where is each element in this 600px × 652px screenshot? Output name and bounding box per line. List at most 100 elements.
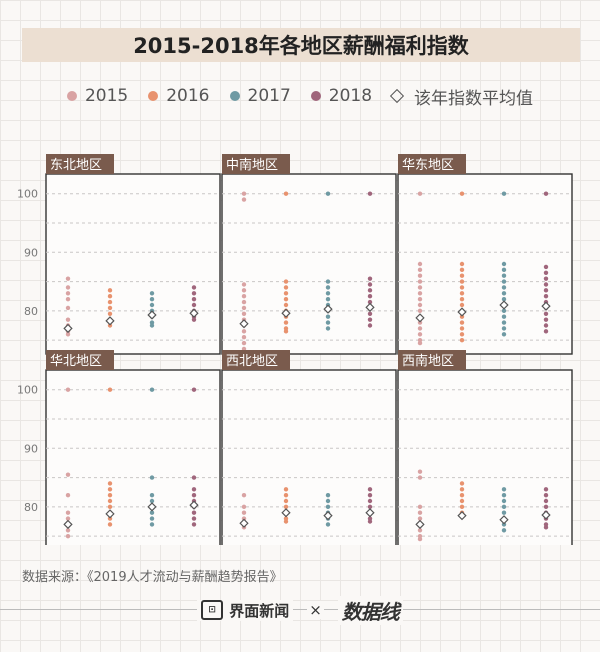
data-point <box>543 317 549 322</box>
average-marker <box>541 301 551 311</box>
data-point <box>325 522 331 527</box>
data-point <box>543 504 549 510</box>
legend-label-2018: 2018 <box>328 86 373 106</box>
data-point <box>191 487 197 492</box>
data-point <box>241 197 247 202</box>
data-point <box>543 288 549 293</box>
panel-label-bg <box>222 154 290 174</box>
panel-label-bg <box>398 154 466 174</box>
data-point <box>325 285 331 290</box>
average-marker <box>147 502 157 512</box>
data-point <box>191 510 197 515</box>
data-point <box>501 487 507 492</box>
data-point <box>417 279 423 284</box>
data-point <box>543 270 549 275</box>
average-marker <box>499 300 509 310</box>
data-point <box>367 519 373 524</box>
data-point <box>367 282 373 287</box>
data-point <box>191 387 197 392</box>
data-point <box>459 314 465 319</box>
data-point <box>241 294 247 299</box>
data-point <box>107 323 113 328</box>
data-point <box>241 516 247 521</box>
data-point <box>241 282 247 287</box>
data-point <box>107 305 113 311</box>
average-marker <box>415 519 425 530</box>
legend-marker-2015 <box>66 91 77 101</box>
data-point <box>107 498 113 504</box>
data-point <box>325 320 331 325</box>
legend-marker-2018 <box>310 91 321 101</box>
y-tick-label: 80 <box>24 305 38 318</box>
data-point <box>241 335 247 340</box>
data-point <box>367 191 373 196</box>
y-tick-label: 80 <box>24 501 38 514</box>
panel-frame <box>45 173 221 355</box>
legend-item-average: 该年指数平均值 <box>389 84 533 109</box>
data-point <box>501 273 507 278</box>
data-point <box>543 282 549 287</box>
average-marker <box>147 310 157 320</box>
average-diamond-icon <box>389 88 405 104</box>
data-point <box>149 291 155 296</box>
data-point <box>459 267 465 273</box>
data-point <box>459 261 465 267</box>
data-point <box>367 276 373 281</box>
average-marker <box>281 308 291 318</box>
data-point <box>241 510 247 515</box>
legend: 2015 2016 2017 2018 该年指数平均值 <box>0 76 600 116</box>
data-point <box>501 279 507 284</box>
data-point <box>459 498 465 504</box>
data-point <box>417 302 423 308</box>
data-point <box>65 332 71 337</box>
data-point <box>283 504 289 510</box>
data-point <box>501 267 507 273</box>
average-marker <box>105 316 115 326</box>
data-point <box>283 329 289 334</box>
data-point <box>65 276 71 281</box>
data-point <box>417 528 423 533</box>
y-tick-label: 90 <box>24 442 38 455</box>
data-point <box>459 481 465 486</box>
data-point <box>65 528 71 533</box>
data-point <box>149 522 155 527</box>
data-point <box>241 504 247 510</box>
data-point <box>191 296 197 302</box>
data-point <box>417 296 423 302</box>
panel-frame <box>221 173 397 355</box>
data-point <box>543 294 549 299</box>
data-point <box>107 487 113 492</box>
average-marker <box>239 518 249 528</box>
legend-label-2016: 2016 <box>166 86 210 106</box>
data-point <box>65 516 71 521</box>
data-point <box>107 504 113 510</box>
data-point <box>367 498 373 504</box>
data-point <box>241 191 247 196</box>
average-marker <box>189 500 199 510</box>
y-tick-label: 100 <box>17 384 38 397</box>
panel-label-bg <box>46 154 114 174</box>
data-point <box>501 191 507 196</box>
data-point <box>325 314 331 319</box>
data-point <box>459 326 465 331</box>
y-tick-label: 100 <box>17 188 38 201</box>
data-point <box>543 492 549 498</box>
data-point <box>543 323 549 328</box>
data-point <box>191 317 197 322</box>
data-point <box>501 308 507 314</box>
average-marker <box>541 510 551 520</box>
data-point <box>325 296 331 302</box>
data-point <box>149 387 155 392</box>
news-logo-icon: ⊡ <box>201 600 224 620</box>
data-point <box>283 320 289 325</box>
panel-label: 西南地区 <box>402 353 454 369</box>
data-point <box>241 492 247 498</box>
legend-item-2018: 2018 <box>310 86 373 106</box>
data-point <box>459 279 465 284</box>
data-point <box>417 536 423 542</box>
legend-item-2016: 2016 <box>148 86 210 106</box>
data-point <box>367 299 373 305</box>
legend-label-2017: 2017 <box>247 86 291 106</box>
data-point <box>367 317 373 322</box>
